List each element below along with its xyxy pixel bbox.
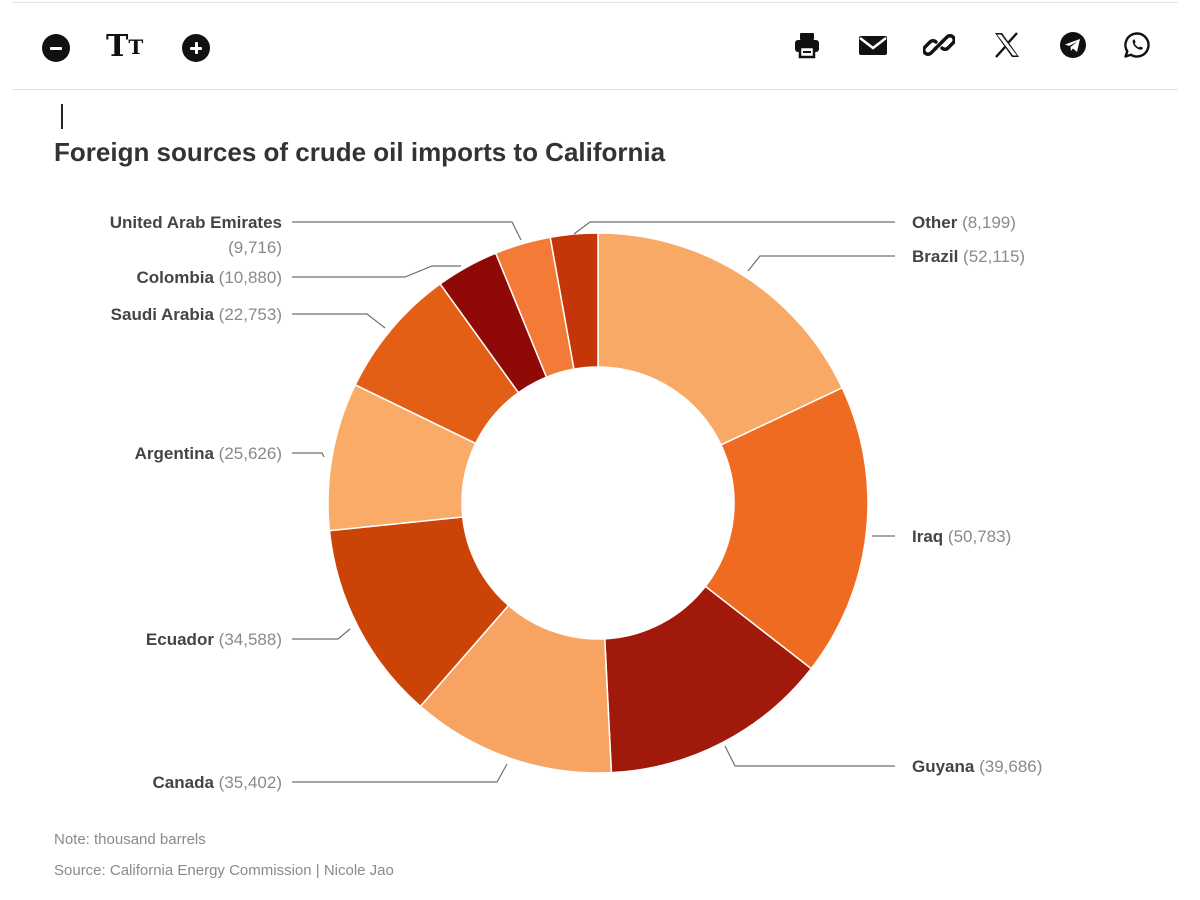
text-cursor <box>61 104 63 129</box>
leader-line-united-arab-emirates <box>292 221 522 241</box>
slice-other <box>549 232 599 371</box>
label-ecuador: Ecuador (34,588) <box>146 630 282 649</box>
leader-line-other <box>573 221 895 235</box>
leader-line-saudi-arabia <box>292 313 386 329</box>
slice-iraq <box>704 386 869 670</box>
slice-canada <box>419 604 613 774</box>
value-label-brazil: (52,115) <box>963 247 1025 266</box>
value-label-iraq: (50,783) <box>948 527 1011 546</box>
unit-note: Note: thousand barrels <box>54 831 206 848</box>
print-icon[interactable] <box>792 30 822 60</box>
email-icon[interactable] <box>857 30 889 60</box>
label-colombia: Colombia (10,880) <box>137 268 283 287</box>
label-iraq: Iraq (50,783) <box>912 527 1011 546</box>
value-label-guyana: (39,686) <box>979 757 1042 776</box>
x-icon[interactable] <box>992 30 1022 60</box>
value-label-saudi-arabia: (22,753) <box>219 305 282 324</box>
leader-line-colombia <box>292 265 461 278</box>
value-label-united-arab-emirates: (9,716) <box>228 238 282 257</box>
whatsapp-icon[interactable] <box>1122 30 1152 60</box>
label-other: Other (8,199) <box>912 213 1016 232</box>
telegram-icon[interactable] <box>1058 30 1088 60</box>
leader-line-brazil <box>747 255 895 272</box>
value-label-ecuador: (34,588) <box>219 630 282 649</box>
plus-circle-icon[interactable] <box>182 34 210 62</box>
label-saudi-arabia: Saudi Arabia (22,753) <box>111 305 282 324</box>
value-label-canada: (35,402) <box>219 773 282 792</box>
leader-line-argentina <box>292 452 325 458</box>
top-divider <box>12 2 1178 3</box>
value-label-colombia: (10,880) <box>219 268 282 287</box>
leader-line-ecuador <box>292 628 351 640</box>
label-argentina: Argentina (25,626) <box>135 444 282 463</box>
label-guyana: Guyana (39,686) <box>912 757 1042 776</box>
label-canada: Canada (35,402) <box>153 773 282 792</box>
minus-circle-icon[interactable] <box>42 34 70 62</box>
label-brazil: Brazil (52,115) <box>912 247 1025 266</box>
leader-line-canada <box>292 763 508 783</box>
label-united-arab-emirates: United Arab Emirates <box>110 213 282 232</box>
leader-line-guyana <box>724 745 895 767</box>
chart-title: Foreign sources of crude oil imports to … <box>54 137 666 167</box>
source-note: Source: California Energy Commission | N… <box>54 862 394 879</box>
value-label-other: (8,199) <box>962 213 1016 232</box>
link-icon[interactable] <box>923 30 955 60</box>
slice-brazil <box>597 232 844 446</box>
value-label-argentina: (25,626) <box>219 444 282 463</box>
